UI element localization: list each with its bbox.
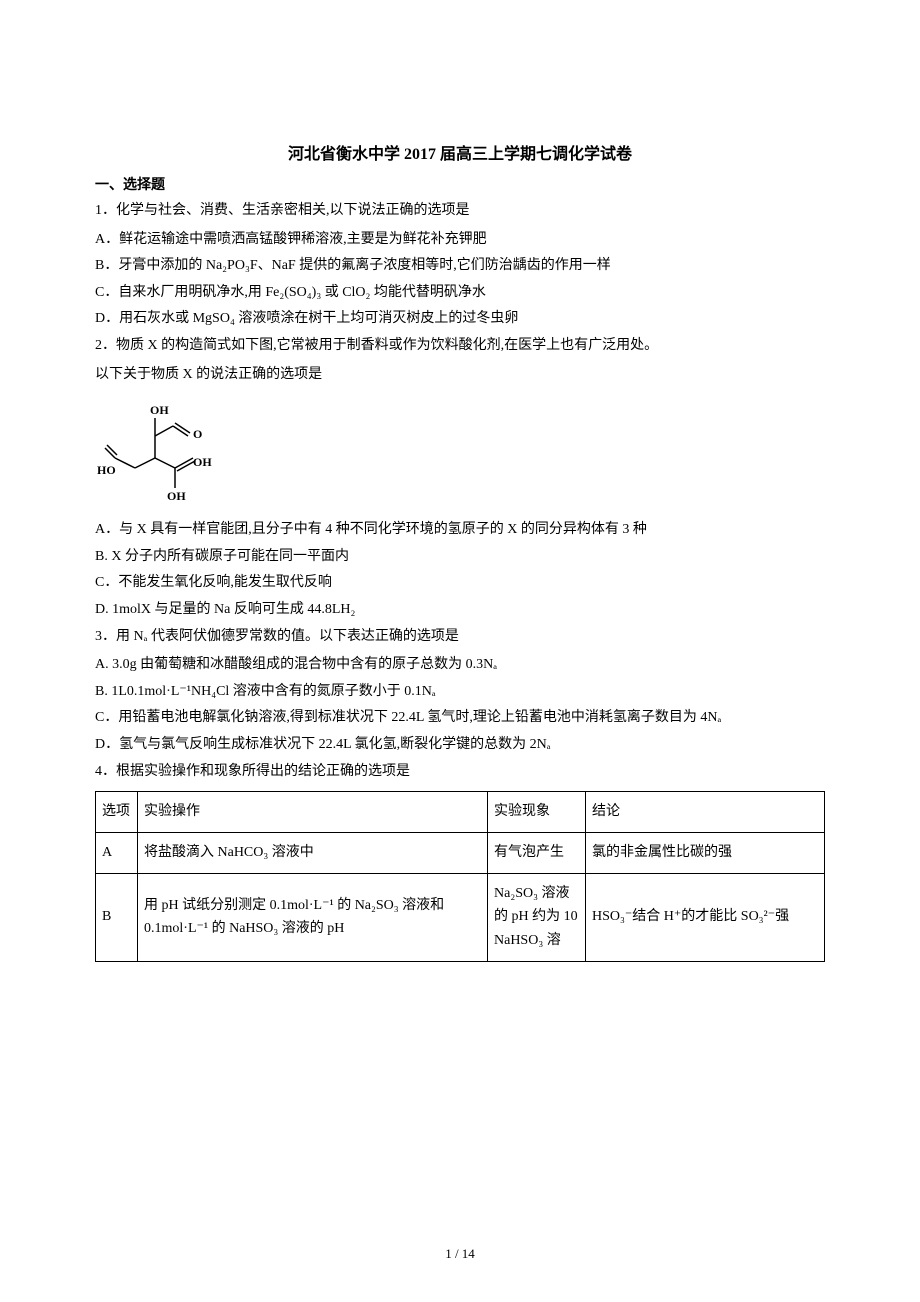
cell-conclusion-a: 氯的非金属性比碳的强 — [586, 832, 825, 873]
q1-stem: 1．化学与社会、消费、生活亲密相关,以下说法正确的选项是 — [95, 198, 825, 225]
header-operation: 实验操作 — [138, 792, 488, 833]
q3-stem: 3．用 Nₐ 代表阿伏伽德罗常数的值。以下表达正确的选项是 — [95, 624, 825, 651]
exam-title: 河北省衡水中学 2017 届高三上学期七调化学试卷 — [95, 140, 825, 164]
table-row: A 将盐酸滴入 NaHCO₃ 溶液中 有气泡产生 氯的非金属性比碳的强 — [96, 832, 825, 873]
experiment-table: 选项 实验操作 实验现象 结论 A 将盐酸滴入 NaHCO₃ 溶液中 有气泡产生… — [95, 791, 825, 962]
header-phenomenon: 实验现象 — [488, 792, 586, 833]
q3-option-c: C．用铅蓄电池电解氯化钠溶液,得到标准状况下 22.4L 氢气时,理论上铅蓄电池… — [95, 705, 825, 732]
q2-option-d: D. 1molX 与足量的 Na 反响可生成 44.8LH₂ — [95, 597, 825, 624]
cell-operation-b: 用 pH 试纸分别测定 0.1mol·L⁻¹ 的 Na₂SO₃ 溶液和 0.1m… — [138, 873, 488, 961]
q1-option-d: D．用石灰水或 MgSO₄ 溶液喷涂在树干上均可消灭树皮上的过冬虫卵 — [95, 306, 825, 333]
cell-conclusion-b: HSO₃⁻结合 H⁺的才能比 SO₃²⁻强 — [586, 873, 825, 961]
cell-phenomenon-b: Na₂SO₃ 溶液的 pH 约为 10 NaHSO₃ 溶 — [488, 873, 586, 961]
cell-phenomenon-a: 有气泡产生 — [488, 832, 586, 873]
molecule-oh-label-3: OH — [193, 455, 212, 469]
q2-stem1: 2．物质 X 的构造简式如下图,它常被用于制香料或作为饮料酸化剂,在医学上也有广… — [95, 333, 825, 360]
molecule-ho-label: HO — [97, 463, 116, 477]
q1-option-c: C．自来水厂用明矾净水,用 Fe₂(SO₄)₃ 或 ClO₂ 均能代替明矾净水 — [95, 280, 825, 307]
q3-option-b: B. 1L0.1mol·L⁻¹NH₄Cl 溶液中含有的氮原子数小于 0.1Nₐ — [95, 679, 825, 706]
q3-option-d: D．氢气与氯气反响生成标准状况下 22.4L 氯化氢,断裂化学键的总数为 2Nₐ — [95, 732, 825, 759]
table-row: B 用 pH 试纸分别测定 0.1mol·L⁻¹ 的 Na₂SO₃ 溶液和 0.… — [96, 873, 825, 961]
cell-option-b: B — [96, 873, 138, 961]
cell-operation-a: 将盐酸滴入 NaHCO₃ 溶液中 — [138, 832, 488, 873]
cell-option-a: A — [96, 832, 138, 873]
molecule-oh-label-4: OH — [167, 489, 186, 503]
q1-option-b: B．牙膏中添加的 Na₂PO₃F、NaF 提供的氟离子浓度相等时,它们防治龋齿的… — [95, 253, 825, 280]
q2-option-b: B. X 分子内所有碳原子可能在同一平面内 — [95, 544, 825, 571]
q2-stem2: 以下关于物质 X 的说法正确的选项是 — [95, 362, 825, 389]
q4-stem: 4．根据实验操作和现象所得出的结论正确的选项是 — [95, 759, 825, 786]
q3-option-a: A. 3.0g 由葡萄糖和冰醋酸组成的混合物中含有的原子总数为 0.3Nₐ — [95, 652, 825, 679]
header-conclusion: 结论 — [586, 792, 825, 833]
page-number: 1 / 14 — [0, 1246, 920, 1262]
section-header: 一、选择题 — [95, 174, 825, 194]
table-header-row: 选项 实验操作 实验现象 结论 — [96, 792, 825, 833]
molecule-o-label: O — [193, 427, 202, 441]
q1-option-a: A．鲜花运输途中需喷洒高锰酸钾稀溶液,主要是为鲜花补充钾肥 — [95, 227, 825, 254]
q2-option-a: A．与 X 具有一样官能团,且分子中有 4 种不同化学环境的氢原子的 X 的同分… — [95, 517, 825, 544]
molecule-oh-label: OH — [150, 403, 169, 417]
header-option: 选项 — [96, 792, 138, 833]
molecule-diagram: OH O HO OH OH — [95, 396, 225, 506]
q2-option-c: C．不能发生氧化反响,能发生取代反响 — [95, 570, 825, 597]
